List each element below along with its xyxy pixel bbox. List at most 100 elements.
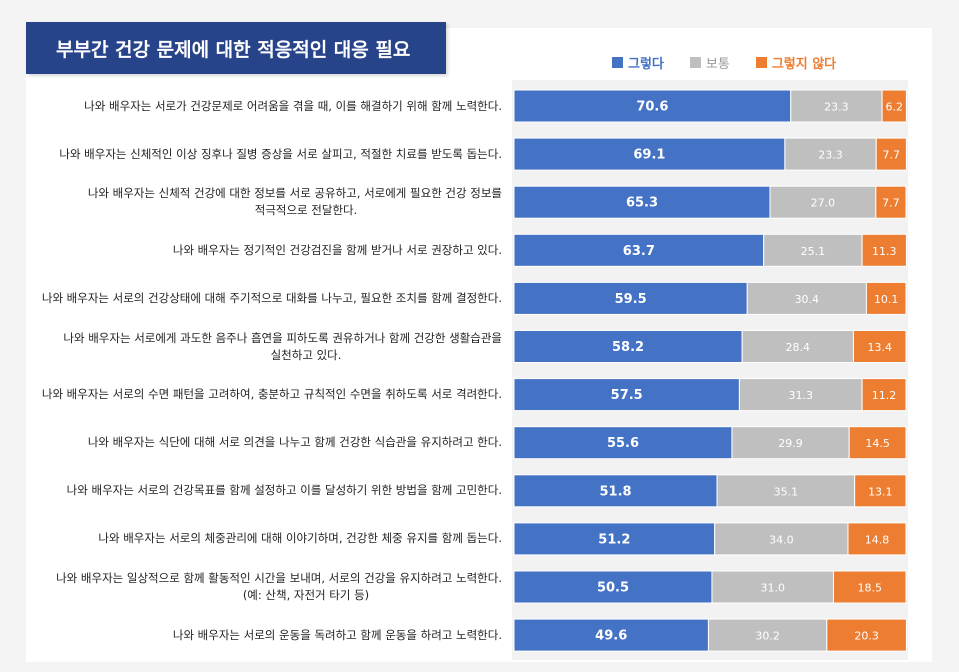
data-label: 29.9 [778,437,803,450]
category-label-line: 나와 배우자는 서로에게 과도한 음주나 흡연을 피하도록 권유하거나 함께 건… [63,330,502,345]
category-label-line: 나와 배우자는 일상적으로 함께 활동적인 시간을 보내며, 서로의 건강을 유… [56,571,502,585]
data-label: 65.3 [626,196,658,211]
category-label: 나와 배우자는 신체적인 이상 징후나 질병 증상을 서로 살피고, 적절한 치… [30,146,502,163]
category-label-line: 나와 배우자는 서로의 수면 패턴을 고려하여, 충분하고 규칙적인 수면을 취… [41,387,502,402]
category-label: 나와 배우자는 정기적인 건강검진을 함께 받거나 서로 권장하고 있다. [30,242,502,259]
data-label: 7.7 [882,197,900,210]
bar-segment-neutral [769,185,877,219]
bar-segment-disagree [875,137,907,171]
bar-segment-disagree [861,378,907,412]
bar-segment-neutral [707,618,828,652]
data-label: 30.4 [795,293,820,306]
data-label: 34.0 [769,533,794,546]
data-label: 23.3 [824,101,849,114]
bar-segment-disagree [847,522,907,556]
bar-segment-agree [513,522,716,556]
data-label: 18.5 [857,582,882,595]
data-label: 14.8 [865,533,890,546]
data-label: 7.7 [883,149,901,162]
legend-item-agree: 그렇다 [612,53,664,72]
data-label: 13.1 [868,485,893,498]
category-label-line: 적극적으로 전달한다. [254,203,358,218]
plot-area [512,80,908,660]
category-label-line: 나와 배우자는 정기적인 건강검진을 함께 받거나 서로 권장하고 있다. [172,242,502,257]
legend-label-neutral: 보통 [705,56,730,72]
data-label: 11.2 [872,389,897,402]
category-label-line: 나와 배우자는 서로의 건강상태에 대해 주기적으로 대화를 나누고, 필요한 … [41,290,502,305]
data-label: 51.8 [599,484,631,499]
bar-segment-agree [513,426,733,460]
bar-segment-agree [513,618,709,652]
category-label-line: 나와 배우자는 서로의 운동을 독려하고 함께 운동을 하려고 노력한다. [172,627,502,642]
category-label: 나와 배우자는 서로의 운동을 독려하고 함께 운동을 하려고 노력한다. [30,627,502,644]
legend-swatch-agree [612,56,623,68]
category-label-line: (예: 산책, 자전거 타기 등) [242,588,370,602]
data-label: 27.0 [811,197,836,210]
data-label: 57.5 [611,388,643,403]
category-label: 나와 배우자는 식단에 대해 서로 의견을 나누고 함께 건강한 식습관을 유지… [30,434,502,451]
bar-segment-agree [513,89,792,123]
category-label: 나와 배우자는 서로가 건강문제로 어려움을 겪을 때, 이를 해결하기 위해 … [30,98,502,115]
bar-segment-agree [513,137,786,171]
data-label: 23.3 [818,149,843,162]
category-label-line: 실천하고 있다. [270,347,342,362]
data-label: 10.1 [874,293,899,306]
data-label: 35.1 [774,485,799,498]
bar-segment-neutral [716,474,856,508]
bar-segment-disagree [826,618,907,652]
bar-segment-agree [513,570,713,604]
bar-segment-agree [513,185,771,219]
bar-segment-neutral [746,281,867,315]
legend-label-agree: 그렇다 [628,56,664,72]
legend-item-neutral: 보통 [689,53,730,72]
data-label: 31.0 [760,582,785,595]
data-label: 70.6 [636,100,668,115]
bar-segment-neutral [714,522,849,556]
bar-segment-disagree [861,233,907,267]
category-label-line: 나와 배우자는 신체적 건강에 대한 정보를 서로 공유하고, 서로에게 필요한… [87,186,502,201]
category-label-line: 나와 배우자는 신체적인 이상 징후나 질병 증상을 서로 살피고, 적절한 치… [59,146,502,161]
bar-segment-neutral [763,233,863,267]
category-label: 나와 배우자는 서로의 건강목표를 함께 설정하고 이를 달성하기 위한 방법을… [30,482,502,499]
category-label: 나와 배우자는 서로의 건강상태에 대해 주기적으로 대화를 나누고, 필요한 … [30,290,502,307]
category-label: 나와 배우자는 서로의 체중관리에 대해 이야기하며, 건강한 체중 유지를 함… [30,530,502,547]
bar-segment-neutral [741,330,854,363]
data-label: 51.2 [598,532,630,547]
data-label: 31.3 [789,389,814,402]
bar-segment-disagree [852,330,907,363]
category-label: 나와 배우자는 서로에게 과도한 음주나 흡연을 피하도록 권유하거나 함께 건… [30,330,502,364]
bar-segment-agree [513,474,718,508]
data-label: 49.6 [595,629,627,644]
category-label-line: 나와 배우자는 서로의 건강목표를 함께 설정하고 이를 달성하기 위한 방법을… [66,483,502,498]
data-label: 11.3 [872,245,897,258]
category-label: 나와 배우자는 신체적 건강에 대한 정보를 서로 공유하고, 서로에게 필요한… [30,185,502,219]
category-label: 나와 배우자는 일상적으로 함께 활동적인 시간을 보내며, 서로의 건강을 유… [30,570,502,604]
data-label: 25.1 [801,245,826,258]
legend-swatch-neutral [689,56,701,68]
bar-segment-disagree [865,281,907,315]
bar-segment-agree [513,281,748,315]
bar-segment-neutral [784,137,877,171]
data-label: 59.5 [615,292,647,307]
legend-item-disagree: 그렇지 않다 [755,53,837,72]
data-label: 6.2 [885,101,903,114]
category-label-line: 나와 배우자는 서로의 체중관리에 대해 이야기하며, 건강한 체중 유지를 함… [98,531,502,546]
legend: 그렇다 보통 그렇지 않다 [612,52,836,72]
data-label: 14.5 [865,437,890,450]
legend-label-disagree: 그렇지 않다 [771,56,837,72]
bar-segment-disagree [881,89,907,123]
bar-segment-neutral [711,570,834,604]
bar-segment-agree [513,330,743,363]
legend-swatch-disagree [755,56,767,68]
category-label-line: 나와 배우자는 서로가 건강문제로 어려움을 겪을 때, 이를 해결하기 위해 … [84,98,502,113]
category-label-line: 나와 배우자는 식단에 대해 서로 의견을 나누고 함께 건강한 식습관을 유지… [87,435,502,450]
bar-segment-disagree [854,474,907,508]
data-label: 13.4 [867,341,892,354]
bar-segment-disagree [848,426,907,460]
data-label: 20.3 [854,630,879,643]
page-title: 부부간 건강 문제에 대한 적응적인 대응 필요 [26,22,446,74]
data-label: 55.6 [607,436,639,451]
data-label: 30.2 [755,630,780,643]
bar-segment-disagree [875,185,907,219]
